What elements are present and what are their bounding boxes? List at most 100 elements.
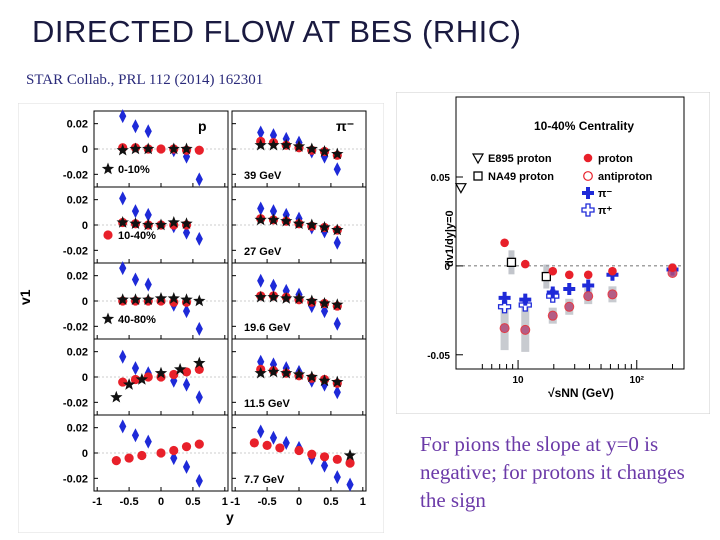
blue-marker-r1-pi-6 — [333, 235, 341, 250]
star-marker-r0-p-1 — [129, 142, 142, 155]
ytick-label-r4-1: 0 — [82, 448, 88, 460]
xtick-label-c1-4: 1 — [360, 496, 366, 508]
right-x-axis-label: √sNN (GeV) — [548, 386, 614, 400]
legend-label-2: proton — [598, 153, 633, 165]
blue-marker-r0-pi-0 — [257, 125, 265, 140]
red-marker-r4-pi-2 — [275, 443, 285, 453]
ytick-label-r1-1: 0 — [82, 220, 88, 232]
antiproton-marker-0 — [499, 323, 510, 334]
star-marker-r3-pi-2 — [280, 366, 293, 379]
right-ytick-label-0: 0.05 — [431, 173, 451, 184]
star-marker-r3-pi-3 — [292, 368, 306, 380]
pi-minus-marker-4 — [582, 279, 595, 292]
ytick-label-r0-0: 0.02 — [67, 119, 88, 131]
x-axis-label: y — [226, 509, 234, 525]
star-marker-r0-p-3 — [167, 142, 180, 155]
xtick-label-c0-1: -0.5 — [120, 496, 139, 508]
pi-minus-marker-1 — [519, 293, 532, 306]
red-marker-r4-pi-6 — [332, 454, 342, 464]
legend-marker-pi-plus — [581, 203, 595, 217]
pi-minus-marker-0 — [498, 291, 511, 304]
blue-marker-r4-p-5 — [195, 473, 203, 488]
star-marker-r2-pi-6 — [331, 298, 344, 311]
proton-marker-1 — [520, 259, 530, 269]
star-marker-r3-p-5 — [193, 356, 206, 369]
proton-marker-5 — [608, 266, 617, 276]
right-xtick-label-100: 10² — [630, 375, 645, 386]
xtick-label-c1-1: -0.5 — [258, 496, 277, 508]
legend-label-1: NA49 proton — [488, 171, 554, 183]
legend-label-0: E895 proton — [488, 153, 552, 165]
blue-marker-r2-p-4 — [182, 304, 191, 319]
blue-marker-r2-pi-6 — [333, 316, 341, 331]
ytick-label-r3-1: 0 — [82, 372, 88, 384]
right-figure-frame — [396, 92, 710, 414]
blue-marker-r2-pi-0 — [257, 273, 265, 288]
blue-marker-r0-p-5 — [195, 172, 203, 187]
star-marker-r2-p-2 — [142, 293, 155, 305]
star-marker-r2-pi-3 — [292, 292, 306, 304]
ytick-label-r3-2: -0.02 — [63, 397, 88, 409]
ytick-label-r4-0: 0.02 — [67, 423, 88, 435]
legend-label-4: π⁻ — [598, 188, 612, 200]
legend-marker-e895 — [471, 153, 485, 165]
star-marker-r2-pi-1 — [267, 290, 280, 303]
xtick-label-c0-2: 0 — [158, 496, 164, 508]
energy-label-r0: 39 GeV — [244, 170, 282, 182]
blue-marker-r4-p-1 — [131, 428, 140, 443]
star-marker-r4-pi-0 — [343, 449, 357, 461]
red-marker-r4-p-2 — [137, 450, 147, 461]
e895-marker-1 — [454, 183, 467, 194]
red-marker-r3-p-5 — [181, 367, 192, 377]
red-marker-r4-p-3 — [156, 448, 166, 458]
centrality-marker-r1 — [103, 230, 113, 240]
ytick-label-r2-2: -0.02 — [63, 321, 88, 333]
proton-marker-3 — [564, 270, 574, 280]
red-marker-r3-p-4 — [169, 369, 179, 380]
centrality-marker-r2 — [101, 312, 115, 325]
energy-label-r4: 7.7 GeV — [244, 474, 285, 486]
ytick-label-r0-2: -0.02 — [63, 169, 88, 181]
red-marker-r0-p-6 — [194, 145, 204, 155]
antiproton-marker-2 — [547, 310, 558, 321]
blue-marker-r1-pi-1 — [269, 204, 278, 219]
star-marker-r2-pi-2 — [280, 292, 293, 304]
right-plot-frame — [455, 96, 685, 370]
star-marker-r1-p-5 — [180, 217, 193, 229]
star-marker-r1-p-4 — [167, 216, 180, 228]
y-axis-label: v1 — [18, 289, 33, 305]
star-marker-r0-pi-4 — [305, 142, 318, 155]
red-marker-r4-p-5 — [181, 442, 192, 452]
blue-marker-r0-p-0 — [119, 109, 127, 124]
pi-minus-marker-2 — [546, 286, 559, 299]
star-marker-r3-pi-5 — [318, 374, 331, 387]
right-ytick-label-2: -0.05 — [427, 351, 450, 362]
centrality-label-r2: 40-80% — [118, 314, 156, 326]
column-label-proton: p — [198, 118, 207, 134]
star-marker-r2-p-3 — [154, 292, 168, 304]
star-marker-r0-pi-0 — [254, 138, 267, 151]
star-marker-r2-pi-4 — [305, 294, 318, 307]
energy-label-r3: 11.5 GeV — [244, 398, 291, 410]
right-ytick-label-1: 0 — [444, 262, 450, 273]
blue-marker-r3-p-1 — [131, 361, 140, 376]
star-marker-r2-p-5 — [180, 293, 193, 305]
ytick-label-r4-2: -0.02 — [63, 473, 88, 485]
centrality-marker-r0 — [101, 162, 115, 175]
star-marker-r3-p-2 — [135, 373, 148, 385]
blue-marker-r1-pi-0 — [257, 201, 265, 216]
energy-label-r2: 19.6 GeV — [244, 322, 291, 334]
red-marker-r4-p-4 — [169, 445, 179, 456]
blue-marker-r4-p-0 — [119, 419, 127, 434]
centrality-label-r0: 0-10% — [118, 164, 150, 176]
star-marker-r3-p-1 — [122, 378, 136, 390]
star-marker-r1-p-1 — [129, 217, 142, 229]
legend-label-3: antiproton — [598, 171, 653, 183]
ytick-label-r1-0: 0.02 — [67, 195, 88, 207]
red-marker-r4-p-6 — [194, 439, 204, 449]
xtick-label-c0-3: 0.5 — [185, 496, 200, 508]
antiproton-marker-3 — [564, 301, 575, 312]
blue-marker-r3-pi-6 — [333, 385, 341, 400]
xtick-label-c1-3: 0.5 — [323, 496, 338, 508]
legend-marker-antiproton — [583, 171, 593, 181]
